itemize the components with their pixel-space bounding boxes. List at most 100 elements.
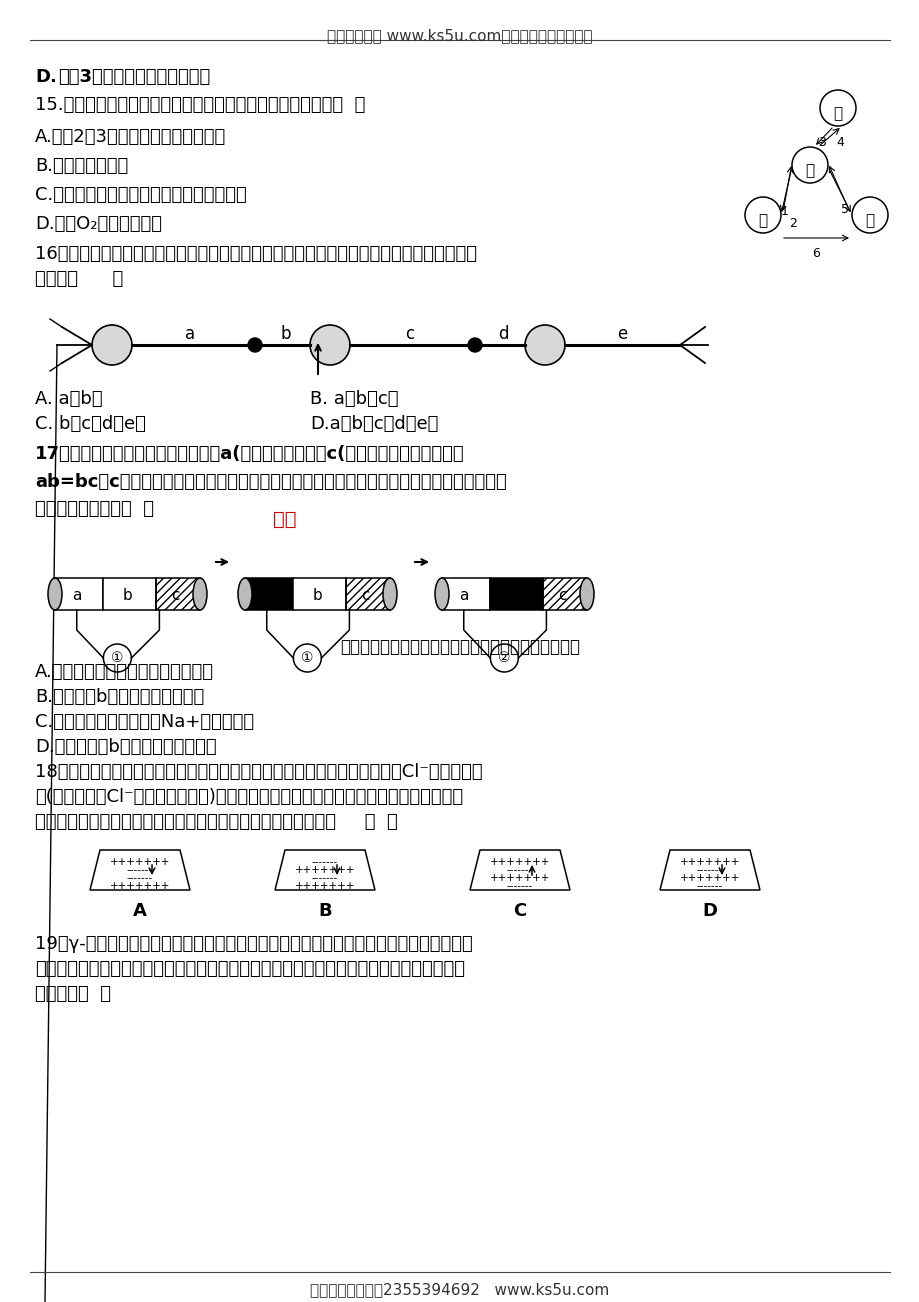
Text: 乙: 乙 — [757, 214, 766, 228]
Text: 细胞3均能产生激素或神经递质: 细胞3均能产生激素或神经递质 — [58, 68, 210, 86]
Text: 甲: 甲 — [804, 164, 813, 178]
Text: 位置是（      ）: 位置是（ ） — [35, 270, 123, 288]
Text: +++++++: +++++++ — [679, 857, 740, 867]
Text: a: a — [459, 589, 468, 603]
Text: A.受损部位膜内外的电位为外正内负: A.受损部位膜内外的电位为外正内负 — [35, 663, 214, 681]
Bar — [489, 578, 543, 611]
Text: C: C — [513, 902, 526, 921]
Text: D.: D. — [35, 68, 57, 86]
Text: 5: 5 — [840, 203, 848, 216]
Text: c: c — [405, 326, 414, 342]
Text: ①: ① — [301, 651, 313, 665]
Text: -------: ------- — [312, 857, 338, 867]
Text: D: D — [702, 902, 717, 921]
Bar — [292, 578, 346, 611]
Text: B.乙表示细胞内液: B.乙表示细胞内液 — [35, 158, 128, 174]
Text: -------: ------- — [506, 865, 532, 875]
Circle shape — [525, 326, 564, 365]
Bar — [103, 578, 156, 611]
Text: c: c — [361, 589, 369, 603]
Text: -------: ------- — [127, 874, 153, 883]
Text: C.丙中混悬着大量的淋巴细胞和吞噬细胞等: C.丙中混悬着大量的淋巴细胞和吞噬细胞等 — [35, 186, 246, 204]
Bar — [244, 578, 292, 611]
Text: D.若改为刺激b点，记录仪不会偏转: D.若改为刺激b点，记录仪不会偏转 — [35, 738, 216, 756]
Text: -------: ------- — [312, 874, 338, 883]
Text: 4: 4 — [835, 135, 843, 148]
Text: +++++++: +++++++ — [294, 881, 355, 891]
Text: 18、已知突触前膜释放的某种神经递质与突触后膜结合，可导致突触后膜对Cl⁻的通透性增: 18、已知突触前膜释放的某种神经递质与突触后膜结合，可导致突触后膜对Cl⁻的通透… — [35, 763, 482, 781]
Text: B: B — [318, 902, 332, 921]
Polygon shape — [659, 850, 759, 891]
Text: C.静息电位的产生与膜对Na+通透性有关: C.静息电位的产生与膜对Na+通透性有关 — [35, 713, 254, 730]
Bar — [543, 578, 586, 611]
Ellipse shape — [579, 578, 594, 611]
Text: c: c — [171, 589, 179, 603]
Text: b: b — [122, 589, 132, 603]
Text: ①: ① — [111, 651, 123, 665]
Text: 麻药单独使用时不能通过细胞膜，如与辣椒素同时注射才会发生如图所示效果。下列分析不: 麻药单独使用时不能通过细胞膜，如与辣椒素同时注射才会发生如图所示效果。下列分析不 — [35, 960, 464, 978]
Text: C. b、c、d和e处: C. b、c、d和e处 — [35, 415, 146, 434]
Text: 高考资源网（ www.ks5u.com），您身边的高考专家: 高考资源网（ www.ks5u.com），您身边的高考专家 — [327, 29, 592, 43]
Text: A. a和b处: A. a和b处 — [35, 391, 103, 408]
Text: a: a — [72, 589, 82, 603]
Text: +++++++: +++++++ — [294, 865, 355, 875]
Text: -------: ------- — [696, 881, 722, 891]
Text: 19、γ-氨基丁酸和某种局部麻醉药在神经兴奋传递过程中的作用机理如下图所示。此种局: 19、γ-氨基丁酸和某种局部麻醉药在神经兴奋传递过程中的作用机理如下图所示。此种… — [35, 935, 472, 953]
Text: 3: 3 — [817, 135, 825, 148]
Text: 以下说法正确的是（  ）: 以下说法正确的是（ ） — [35, 500, 153, 518]
Polygon shape — [275, 850, 375, 891]
Text: D.丁中O₂浓度比甲中高: D.丁中O₂浓度比甲中高 — [35, 215, 162, 233]
Text: 2: 2 — [789, 217, 796, 230]
Text: a: a — [262, 589, 271, 603]
Text: 16、下图表示三个通过突触连接的神经元，现于箭头处施以一强刺激，则能测出动作电位的: 16、下图表示三个通过突触连接的神经元，现于箭头处施以一强刺激，则能测出动作电位… — [35, 245, 476, 263]
Text: B.兴奋传到b点时记录仪不会偏转: B.兴奋传到b点时记录仪不会偏转 — [35, 687, 204, 706]
Text: +++++++: +++++++ — [679, 874, 740, 883]
Text: 6: 6 — [811, 247, 819, 260]
Bar — [441, 578, 489, 611]
Text: +++++++: +++++++ — [489, 874, 550, 883]
Text: -------: ------- — [127, 865, 153, 875]
Text: ab=bc，c点所在部位的膜已被损伤，其余部位均正常。如图是刺激前后的记录仪偏转状况，: ab=bc，c点所在部位的膜已被损伤，其余部位均正常。如图是刺激前后的记录仪偏转… — [35, 473, 506, 491]
Ellipse shape — [382, 578, 397, 611]
Text: A.过程2、3受阻时，会引起组织水肿: A.过程2、3受阻时，会引起组织水肿 — [35, 128, 226, 146]
Ellipse shape — [435, 578, 448, 611]
Text: ②: ② — [497, 651, 510, 665]
Text: d: d — [497, 326, 507, 342]
Text: b: b — [509, 589, 519, 603]
Polygon shape — [90, 850, 190, 891]
Text: b: b — [312, 589, 322, 603]
Text: B. a、b和c处: B. a、b和c处 — [310, 391, 398, 408]
Text: （图中黑色区域为兴奋部位，阴影区域为被损伤部位）: （图中黑色区域为兴奋部位，阴影区域为被损伤部位） — [340, 638, 579, 656]
Bar — [346, 578, 390, 611]
Text: +++++++: +++++++ — [109, 857, 170, 867]
Text: A: A — [133, 902, 147, 921]
Circle shape — [92, 326, 131, 365]
Text: 15.如图表示人体中部分体液的关系图，则下列叙述正确的是（  ）: 15.如图表示人体中部分体液的关系图，则下列叙述正确的是（ ） — [35, 96, 365, 115]
Text: e: e — [617, 326, 627, 342]
Text: 17、将记录仪的两个电极分别放置在a(神经纤维膜内）、c(神经纤维膜外）两点，且: 17、将记录仪的两个电极分别放置在a(神经纤维膜内）、c(神经纤维膜外）两点，且 — [35, 445, 464, 464]
Text: 接受该种神经递质后的膜电位状况以及信号的传递方向的图示是     （  ）: 接受该种神经递质后的膜电位状况以及信号的传递方向的图示是 （ ） — [35, 812, 397, 831]
Text: 刺激: 刺激 — [273, 510, 297, 529]
Text: D.a、b、c、d和e处: D.a、b、c、d和e处 — [310, 415, 437, 434]
Polygon shape — [470, 850, 570, 891]
Text: 大(已知细胞外Cl⁻浓度大于细胞内)。能正确表示突触前膜释放该神经递质时，突触后膜: 大(已知细胞外Cl⁻浓度大于细胞内)。能正确表示突触前膜释放该神经递质时，突触后… — [35, 788, 462, 806]
Text: 丙: 丙 — [865, 214, 874, 228]
Text: a: a — [185, 326, 195, 342]
Text: 正确的是（  ）: 正确的是（ ） — [35, 986, 111, 1003]
Ellipse shape — [193, 578, 207, 611]
Bar — [156, 578, 199, 611]
Text: 1: 1 — [780, 204, 789, 217]
Circle shape — [310, 326, 349, 365]
Circle shape — [248, 339, 262, 352]
Text: b: b — [280, 326, 291, 342]
Bar — [55, 578, 103, 611]
Text: 丁: 丁 — [833, 107, 842, 121]
Text: 投稿兼职请联系：2355394692   www.ks5u.com: 投稿兼职请联系：2355394692 www.ks5u.com — [310, 1282, 609, 1297]
Text: -------: ------- — [506, 881, 532, 891]
Text: +++++++: +++++++ — [109, 881, 170, 891]
Ellipse shape — [48, 578, 62, 611]
Text: c: c — [558, 589, 566, 603]
Circle shape — [468, 339, 482, 352]
Text: -------: ------- — [696, 865, 722, 875]
Text: +++++++: +++++++ — [489, 857, 550, 867]
